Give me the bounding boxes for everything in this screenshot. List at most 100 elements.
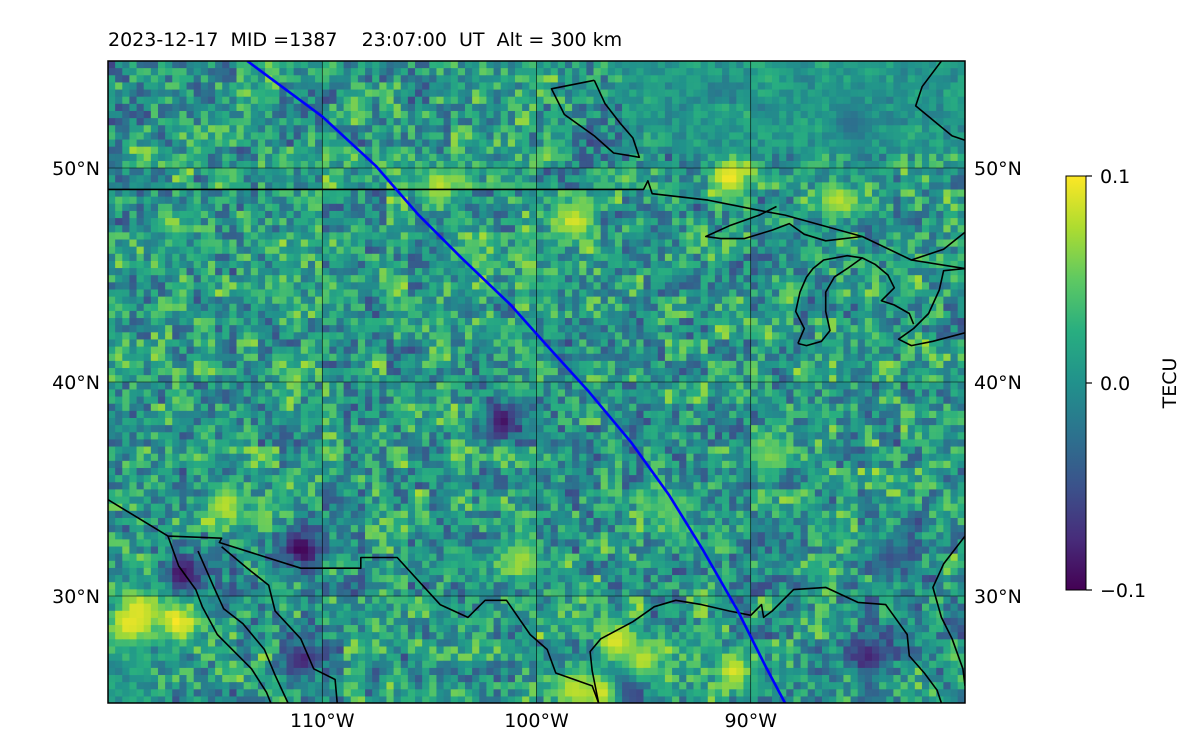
heatmap-cell: [664, 146, 673, 155]
heatmap-cell: [236, 68, 245, 76]
heatmap-cell: [579, 325, 587, 333]
heatmap-cell: [793, 75, 801, 83]
heatmap-cell: [243, 125, 252, 133]
heatmap-cell: [607, 196, 616, 205]
heatmap-cell: [429, 96, 437, 105]
heatmap-cell: [343, 168, 352, 176]
heatmap-cell: [457, 289, 466, 298]
heatmap-cell: [736, 325, 744, 333]
heatmap-cell: [871, 318, 880, 326]
heatmap-cell: [429, 75, 437, 83]
heatmap-cell: [807, 153, 816, 162]
heatmap-cell: [814, 239, 823, 248]
heatmap-cell: [372, 253, 380, 262]
heatmap-cell: [800, 232, 809, 240]
heatmap-cell: [936, 218, 944, 226]
heatmap-cell: [886, 125, 894, 133]
heatmap-cell: [564, 318, 573, 326]
heatmap-cell: [614, 246, 623, 255]
heatmap-cell: [543, 153, 552, 162]
heatmap-cell: [207, 82, 216, 90]
heatmap-cell: [143, 303, 152, 312]
heatmap-cell: [586, 189, 594, 198]
heatmap-cell: [743, 61, 751, 69]
heatmap-cell: [157, 232, 166, 240]
heatmap-cell: [814, 253, 823, 262]
heatmap-cell: [879, 218, 887, 226]
heatmap-cell: [657, 132, 666, 140]
heatmap-cell: [607, 182, 616, 190]
heatmap-cell: [272, 232, 280, 240]
heatmap-cell: [243, 132, 252, 140]
heatmap-cell: [186, 132, 195, 140]
heatmap-cell: [864, 175, 873, 183]
heatmap-cell: [372, 332, 380, 340]
heatmap-cell: [457, 182, 466, 190]
heatmap-cell: [286, 110, 295, 119]
heatmap-cell: [686, 303, 694, 312]
heatmap-cell: [864, 332, 873, 340]
heatmap-cell: [329, 232, 337, 240]
map-area[interactable]: [108, 61, 972, 704]
heatmap-cell: [486, 303, 494, 312]
heatmap-cell: [379, 189, 387, 198]
heatmap-cell: [407, 96, 416, 105]
heatmap-cell: [672, 61, 680, 69]
heatmap-cell: [150, 203, 159, 212]
heatmap-cell: [429, 189, 437, 198]
heatmap-cell: [900, 289, 909, 298]
heatmap-cell: [265, 75, 273, 83]
heatmap-cell: [293, 282, 302, 290]
heatmap-cell: [572, 203, 580, 212]
heatmap-cell: [893, 296, 901, 305]
heatmap-cell: [943, 289, 951, 298]
heatmap-cell: [714, 310, 723, 319]
heatmap-cell: [707, 282, 716, 290]
heatmap-cell: [607, 246, 616, 255]
heatmap-cell: [564, 210, 573, 219]
heatmap-cell: [529, 139, 537, 148]
heatmap-cell: [257, 225, 266, 233]
heatmap-cell: [857, 125, 866, 133]
heatmap-cell: [393, 68, 402, 76]
heatmap-cell: [150, 139, 159, 148]
heatmap-cell: [857, 339, 866, 347]
heatmap-cell: [929, 118, 937, 126]
heatmap-cell: [957, 189, 965, 198]
heatmap-cell: [657, 68, 666, 76]
heatmap-cell: [422, 146, 430, 155]
heatmap-cell: [543, 289, 552, 298]
heatmap-cell: [800, 68, 809, 76]
heatmap-cell: [322, 282, 330, 290]
heatmap-cell: [779, 225, 787, 233]
heatmap-cell: [843, 225, 851, 233]
heatmap-cell: [386, 189, 394, 198]
heatmap-cell: [143, 289, 152, 298]
heatmap-cell: [564, 289, 573, 298]
heatmap-cell: [493, 332, 502, 340]
heatmap-cell: [579, 75, 587, 83]
heatmap-cell: [793, 210, 801, 219]
heatmap-cell: [871, 168, 880, 176]
heatmap-cell: [293, 289, 302, 298]
heatmap-cell: [393, 146, 402, 155]
heatmap-cell: [150, 146, 159, 155]
heatmap-cell: [472, 75, 480, 83]
heatmap-cell: [243, 260, 252, 269]
heatmap-cell: [115, 118, 123, 126]
heatmap-cell: [108, 260, 116, 269]
heatmap-cell: [786, 146, 794, 155]
heatmap-cell: [422, 139, 430, 148]
heatmap-cell: [122, 246, 130, 255]
heatmap-cell: [379, 153, 387, 162]
heatmap-cell: [514, 82, 523, 90]
heatmap-cell: [407, 239, 416, 248]
heatmap-cell: [108, 296, 116, 305]
heatmap-cell: [871, 196, 880, 205]
heatmap-cell: [207, 289, 216, 298]
heatmap-cell: [950, 246, 959, 255]
heatmap-cell: [950, 110, 959, 119]
heatmap-cell: [614, 196, 623, 205]
heatmap-cell: [593, 339, 602, 347]
heatmap-cell: [757, 146, 766, 155]
